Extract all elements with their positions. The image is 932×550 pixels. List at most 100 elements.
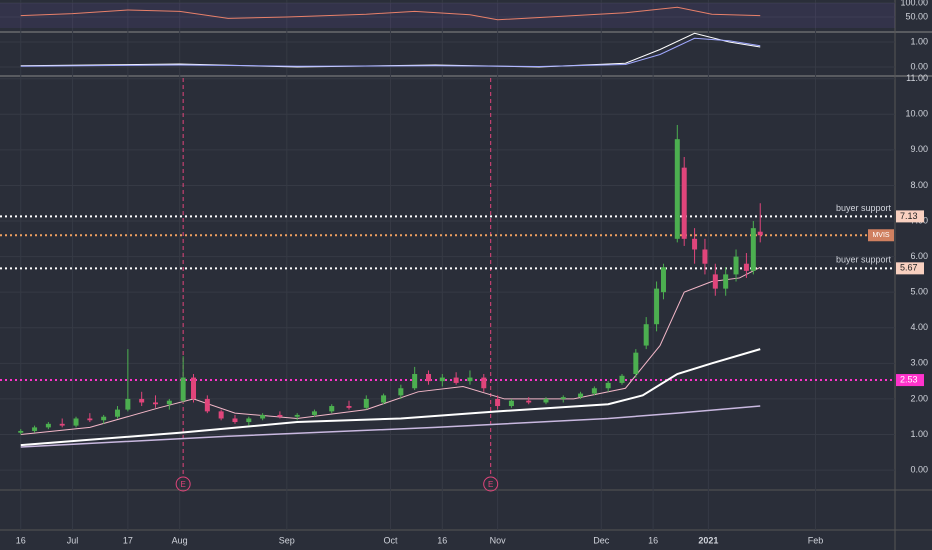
candle-body <box>363 398 369 408</box>
level-text: buyer support <box>836 203 892 213</box>
candle-body <box>453 377 459 383</box>
candle-body <box>294 414 300 417</box>
rsi-line <box>20 6 761 21</box>
x-tick-label: 16 <box>16 535 26 545</box>
candle-body <box>733 256 739 275</box>
candle-body <box>508 400 514 407</box>
candle-body <box>232 418 238 423</box>
x-tick-label: 16 <box>648 535 658 545</box>
candle-body <box>87 418 93 421</box>
candle-body <box>45 423 51 428</box>
candle-body <box>218 411 224 419</box>
candle-body <box>702 249 708 264</box>
level-value: 7.13 <box>900 211 918 221</box>
candle-body <box>114 409 120 417</box>
level-text: buyer support <box>836 255 892 265</box>
event-label: E <box>488 480 493 489</box>
candle-body <box>467 377 473 382</box>
x-tick-label: Nov <box>490 535 507 545</box>
event-marker <box>483 476 499 492</box>
x-tick-label: Aug <box>172 535 188 545</box>
candle-body <box>481 377 487 389</box>
moving-average <box>20 348 761 447</box>
candle-body <box>681 167 687 239</box>
x-tick-label: Sep <box>279 535 295 545</box>
y-tick-label: 10.00 <box>905 109 928 119</box>
candle-body <box>18 430 24 433</box>
event-marker <box>175 476 191 492</box>
y-tick-label: 0.00 <box>910 61 928 71</box>
candle-body <box>32 427 38 431</box>
candle-body <box>153 402 159 405</box>
candle-body <box>712 274 718 289</box>
candle-body <box>125 398 131 410</box>
candle-body <box>543 398 549 403</box>
candle-body <box>743 263 749 271</box>
candle-body <box>560 397 566 399</box>
candle-body <box>73 418 79 426</box>
candle-body <box>757 231 763 236</box>
candle-body <box>398 388 404 396</box>
candle-body <box>260 414 266 419</box>
candle-body <box>101 416 107 421</box>
event-label: E <box>180 480 185 489</box>
candle-body <box>643 324 649 346</box>
candle-body <box>425 374 431 382</box>
x-tick-label: 2021 <box>698 535 718 545</box>
level-text: MVIS <box>872 232 889 239</box>
level-tag <box>868 229 894 242</box>
candle-body <box>139 398 145 403</box>
candle-body <box>526 400 532 403</box>
macd-line <box>20 37 761 68</box>
candle-body <box>246 418 252 423</box>
x-tick-label: Oct <box>383 535 398 545</box>
candle-body <box>311 411 317 415</box>
y-tick-label: 50.00 <box>905 11 928 21</box>
moving-average <box>20 405 761 448</box>
candle-body <box>591 388 597 394</box>
rsi-band <box>0 3 895 28</box>
candle-body <box>619 375 625 383</box>
candle-body <box>277 414 283 417</box>
candle-body <box>495 398 501 407</box>
y-tick-label: 8.00 <box>910 180 928 190</box>
candle-body <box>660 267 666 293</box>
level-value: 5.67 <box>900 263 918 273</box>
moving-average <box>20 266 761 435</box>
y-tick-label: 1.00 <box>910 429 928 439</box>
x-tick-label: Jul <box>67 535 79 545</box>
candle-body <box>633 352 639 375</box>
candle-body <box>723 274 729 289</box>
candle-body <box>692 238 698 250</box>
y-tick-label: 6.00 <box>910 251 928 261</box>
candle-body <box>750 228 756 271</box>
candle-body <box>204 398 210 412</box>
candle-body <box>346 406 352 408</box>
level-tag <box>896 262 924 275</box>
level-tag <box>896 374 924 387</box>
y-tick-label: 1.00 <box>910 36 928 46</box>
candle-body <box>605 382 611 389</box>
x-tick-label: 17 <box>123 535 133 545</box>
level-tag <box>896 210 924 223</box>
y-tick-label: 11.00 <box>906 73 928 83</box>
candle-body <box>578 393 584 398</box>
x-tick-label: Feb <box>808 535 824 545</box>
candle-body <box>166 400 172 405</box>
y-tick-label: 2.00 <box>910 393 928 403</box>
candle-body <box>381 395 387 403</box>
y-tick-label: 4.00 <box>910 322 928 332</box>
candle-body <box>439 377 445 382</box>
candle-body <box>59 423 65 426</box>
y-tick-label: 5.00 <box>910 287 928 297</box>
x-tick-label: 16 <box>437 535 447 545</box>
y-tick-label: 100.00 <box>900 0 928 7</box>
x-tick-label: Dec <box>593 535 610 545</box>
candle-body <box>191 377 197 399</box>
candle-body <box>329 406 335 412</box>
candle-body <box>674 139 680 239</box>
candle-body <box>412 374 418 389</box>
level-value: 2.53 <box>900 374 918 384</box>
candle-body <box>654 288 660 325</box>
